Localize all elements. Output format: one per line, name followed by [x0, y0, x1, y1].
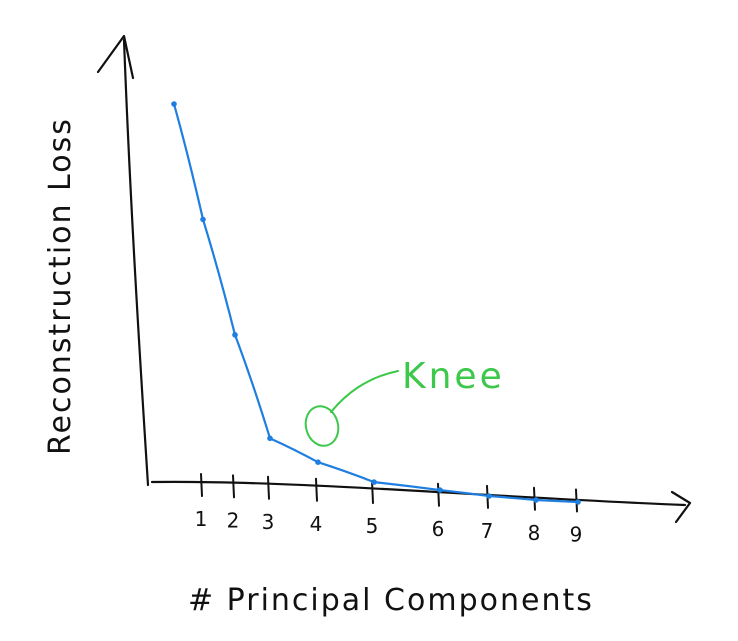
x-axis-label: # Principal Components — [188, 583, 594, 618]
y-axis — [122, 38, 150, 487]
data-point-4 — [315, 459, 321, 466]
series-loss — [172, 102, 580, 504]
x-tick-2 — [232, 474, 235, 499]
y-axis-arrow — [96, 34, 135, 80]
x-tick-1 — [200, 473, 203, 498]
x-tick-3 — [267, 475, 270, 500]
x-tick-label-5: 5 — [366, 514, 379, 538]
x-tick-label-7: 7 — [481, 519, 494, 543]
data-points — [171, 101, 581, 505]
data-point-1 — [200, 216, 206, 223]
series-line — [172, 102, 580, 504]
x-tick-label-4: 4 — [310, 512, 323, 536]
x-ticks — [200, 473, 578, 513]
x-axis-arrow — [670, 490, 692, 524]
x-tick-label-2: 2 — [227, 508, 240, 532]
knee-pointer — [330, 370, 399, 413]
x-tick-6 — [437, 482, 440, 507]
knee-annotation: Knee — [304, 356, 505, 447]
data-point-3 — [267, 435, 273, 442]
data-point-9 — [575, 499, 581, 505]
x-tick-label-9: 9 — [570, 523, 583, 547]
x-tick-5 — [371, 480, 374, 505]
y-axis-label: Reconstruction Loss — [43, 117, 78, 455]
data-point-7 — [486, 493, 492, 499]
data-point-5 — [371, 479, 377, 485]
x-tick-label-8: 8 — [528, 521, 541, 545]
x-tick-label-6: 6 — [432, 517, 445, 541]
x-tick-4 — [315, 477, 318, 502]
data-point-0 — [171, 101, 177, 107]
data-point-8 — [533, 497, 539, 503]
x-tick-label-1: 1 — [195, 507, 208, 531]
data-point-6 — [437, 487, 443, 493]
x-tick-label-3: 3 — [262, 510, 275, 534]
data-point-2 — [232, 332, 238, 338]
knee-circle — [304, 405, 340, 447]
axes — [96, 34, 692, 524]
x-axis — [150, 480, 687, 507]
knee-label: Knee — [402, 356, 505, 397]
